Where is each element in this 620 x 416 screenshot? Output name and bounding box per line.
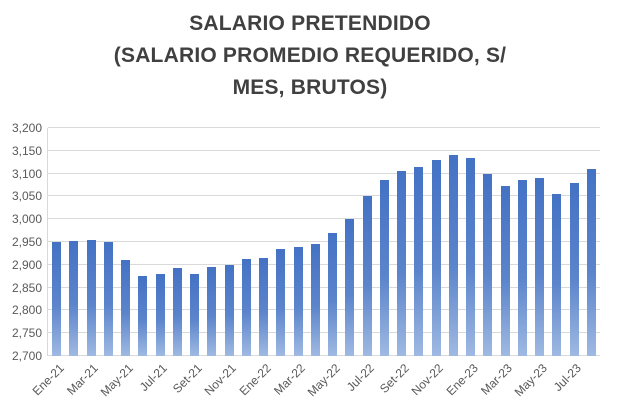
bar-slot	[255, 128, 272, 356]
bar-slot	[152, 128, 169, 356]
bar-Dic-21[interactable]	[241, 258, 251, 356]
bar-Jul-22[interactable]	[362, 196, 372, 356]
bar-Feb-23[interactable]	[483, 173, 493, 356]
chart-title-line: SALARIO PRETENDIDO	[189, 12, 431, 35]
bar-slot	[238, 128, 255, 356]
y-axis-tick-label: 3,050	[11, 189, 42, 204]
bar-Ago-21[interactable]	[172, 268, 182, 356]
bar-slot	[445, 128, 462, 356]
gridline	[48, 195, 600, 197]
bar-Jul-21[interactable]	[155, 273, 165, 356]
bar-Set-21[interactable]	[190, 273, 200, 356]
y-axis-tick-label: 2,700	[11, 349, 42, 363]
bar-slot	[117, 128, 134, 356]
bar-Ene-21[interactable]	[52, 242, 62, 356]
bar-Dic-22[interactable]	[448, 155, 458, 356]
bar-slot	[514, 128, 531, 356]
gridline	[48, 218, 600, 220]
bar-slot	[462, 128, 479, 356]
bar-slot	[376, 128, 393, 356]
bar-Jun-22[interactable]	[345, 219, 355, 356]
y-axis-tick-label: 3,200	[11, 121, 42, 135]
bar-slot	[186, 128, 203, 356]
chart-title-line: (SALARIO PROMEDIO REQUERIDO, S/	[113, 44, 507, 67]
bar-Ago-22[interactable]	[379, 180, 389, 356]
bar-Ene-22[interactable]	[259, 257, 269, 356]
y-axis-tick-label: 2,900	[11, 257, 42, 272]
bar-slot	[307, 128, 324, 356]
bar-slot	[497, 128, 514, 356]
bar-Mar-22[interactable]	[293, 246, 303, 356]
y-axis-tick-label: 2,750	[11, 326, 42, 341]
y-axis-tick-label: 2,850	[11, 280, 42, 295]
gridline	[48, 127, 600, 128]
bar-slot	[221, 128, 238, 356]
bar-slot	[531, 128, 548, 356]
bar-Nov-21[interactable]	[224, 264, 234, 356]
gridline	[48, 286, 600, 288]
bar-slot	[341, 128, 358, 356]
y-axis-tick-label: 2,800	[11, 303, 42, 318]
gridline	[48, 241, 600, 242]
bar-Oct-21[interactable]	[207, 267, 217, 356]
gridline	[48, 172, 600, 174]
bar-series	[48, 128, 600, 356]
bar-slot	[290, 128, 307, 356]
bar-slot	[203, 128, 220, 356]
bar-May-21[interactable]	[121, 260, 131, 356]
x-axis-line	[48, 355, 600, 356]
bar-slot	[359, 128, 376, 356]
bar-slot	[134, 128, 151, 356]
bar-Mar-23[interactable]	[500, 186, 510, 356]
gridline	[48, 149, 600, 151]
bar-Abr-21[interactable]	[103, 242, 113, 356]
bar-Set-22[interactable]	[397, 171, 407, 356]
bar-slot	[428, 128, 445, 356]
y-axis-labels: 2,700 2,750 2,800 2,850 2,900 2,950 3,000 3,050…	[0, 121, 42, 363]
gridline	[48, 263, 600, 265]
gridline	[48, 309, 600, 311]
y-axis-tick-label: 2,950	[11, 235, 42, 249]
bar-slot	[410, 128, 427, 356]
bar-slot	[169, 128, 186, 356]
bar-May-23[interactable]	[535, 178, 545, 356]
chart-title-line: MES, BRUTOS)	[232, 76, 388, 99]
bar-Abr-22[interactable]	[310, 244, 320, 356]
y-axis-tick-label: 3,000	[11, 212, 42, 227]
gridline	[48, 332, 600, 334]
bar-slot	[324, 128, 341, 356]
bar-Jun-23[interactable]	[552, 194, 562, 356]
bar-slot	[566, 128, 583, 356]
y-axis-tick-label: 3,150	[11, 143, 42, 158]
bar-slot	[100, 128, 117, 356]
bar-Jun-21[interactable]	[138, 276, 148, 356]
bar-slot	[479, 128, 496, 356]
bar-slot	[65, 128, 82, 356]
bar-Ene-23[interactable]	[466, 157, 476, 356]
bar-Mar-21[interactable]	[86, 239, 96, 356]
bar-slot	[393, 128, 410, 356]
y-axis-line	[47, 128, 48, 356]
bar-slot	[83, 128, 100, 356]
bar-Jul-23[interactable]	[569, 182, 579, 356]
bar-slot	[48, 128, 65, 356]
bar-slot	[583, 128, 600, 356]
bar-May-22[interactable]	[328, 232, 338, 356]
plot-area	[47, 127, 600, 356]
bar-Feb-22[interactable]	[276, 248, 286, 356]
bar-Abr-23[interactable]	[517, 180, 527, 356]
bar-Oct-22[interactable]	[414, 166, 424, 356]
y-axis-tick-label: 3,100	[11, 166, 42, 181]
bar-Nov-22[interactable]	[431, 159, 441, 356]
bar-slot	[548, 128, 565, 356]
x-axis-labels: Ene-21 Mar-21 May-21 Jul-21 Set-21 Nov-21 Ene-…	[29, 359, 600, 416]
chart-title: SALARIO PRETENDIDO (SALARIO PROMEDIO REQU…	[40, 8, 580, 104]
bar-slot	[272, 128, 289, 356]
bar-Feb-21[interactable]	[69, 241, 79, 356]
bar-Ago-23[interactable]	[586, 169, 596, 356]
